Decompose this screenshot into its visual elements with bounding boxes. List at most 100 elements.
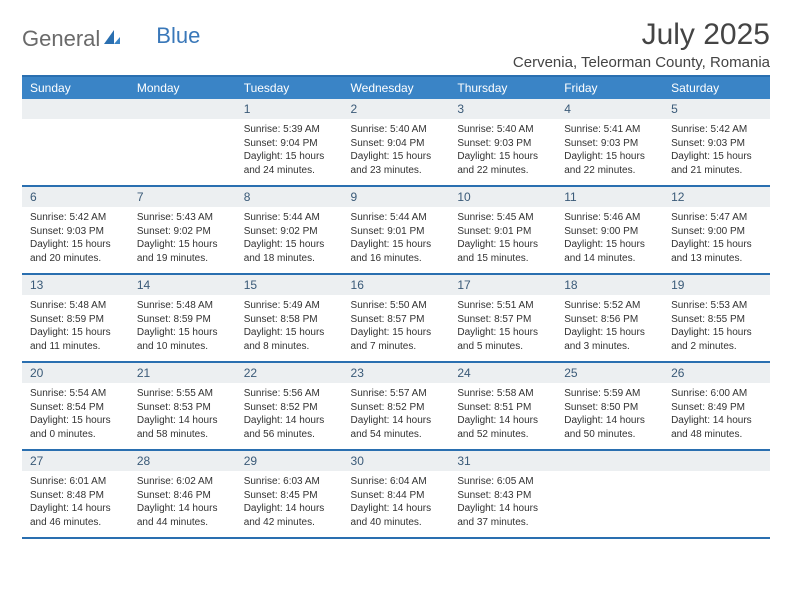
day-body: Sunrise: 5:39 AMSunset: 9:04 PMDaylight:…	[236, 119, 343, 185]
day-cell: Sunrise: 5:42 AMSunset: 9:03 PMDaylight:…	[663, 119, 770, 186]
day-number-cell: 3	[449, 99, 556, 119]
day-cell: Sunrise: 6:04 AMSunset: 8:44 PMDaylight:…	[343, 471, 450, 538]
header: General Blue July 2025 Cervenia, Teleorm…	[22, 18, 770, 71]
day-cell: Sunrise: 5:45 AMSunset: 9:01 PMDaylight:…	[449, 207, 556, 274]
sunset-text: Sunset: 8:45 PM	[244, 489, 337, 503]
day-number: 31	[449, 451, 556, 471]
day-cell: Sunrise: 6:00 AMSunset: 8:49 PMDaylight:…	[663, 383, 770, 450]
day-number: 27	[22, 451, 129, 471]
day-body	[663, 471, 770, 531]
day-cell: Sunrise: 6:01 AMSunset: 8:48 PMDaylight:…	[22, 471, 129, 538]
sunset-text: Sunset: 8:44 PM	[351, 489, 444, 503]
daylight-text: Daylight: 15 hours and 15 minutes.	[457, 238, 550, 265]
sunrise-text: Sunrise: 5:52 AM	[564, 299, 657, 313]
day-body: Sunrise: 5:48 AMSunset: 8:59 PMDaylight:…	[22, 295, 129, 361]
day-cell: Sunrise: 5:47 AMSunset: 9:00 PMDaylight:…	[663, 207, 770, 274]
day-body: Sunrise: 5:42 AMSunset: 9:03 PMDaylight:…	[22, 207, 129, 273]
day-number-cell: 2	[343, 99, 450, 119]
day-number-cell	[22, 99, 129, 119]
day-number-cell: 31	[449, 450, 556, 471]
day-number: 17	[449, 275, 556, 295]
day-cell: Sunrise: 5:57 AMSunset: 8:52 PMDaylight:…	[343, 383, 450, 450]
day-number: 1	[236, 99, 343, 119]
sunrise-text: Sunrise: 5:59 AM	[564, 387, 657, 401]
day-number-row: 2728293031	[22, 450, 770, 471]
day-cell: Sunrise: 5:39 AMSunset: 9:04 PMDaylight:…	[236, 119, 343, 186]
day-cell: Sunrise: 5:59 AMSunset: 8:50 PMDaylight:…	[556, 383, 663, 450]
daylight-text: Daylight: 14 hours and 44 minutes.	[137, 502, 230, 529]
day-number: 12	[663, 187, 770, 207]
daylight-text: Daylight: 14 hours and 50 minutes.	[564, 414, 657, 441]
daylight-text: Daylight: 15 hours and 22 minutes.	[564, 150, 657, 177]
sunrise-text: Sunrise: 5:46 AM	[564, 211, 657, 225]
sunset-text: Sunset: 9:03 PM	[457, 137, 550, 151]
day-cell: Sunrise: 5:51 AMSunset: 8:57 PMDaylight:…	[449, 295, 556, 362]
daylight-text: Daylight: 15 hours and 19 minutes.	[137, 238, 230, 265]
sunset-text: Sunset: 8:46 PM	[137, 489, 230, 503]
sunset-text: Sunset: 8:58 PM	[244, 313, 337, 327]
day-number: 30	[343, 451, 450, 471]
day-body: Sunrise: 6:01 AMSunset: 8:48 PMDaylight:…	[22, 471, 129, 537]
weekday-header: Sunday	[22, 77, 129, 99]
day-body: Sunrise: 6:04 AMSunset: 8:44 PMDaylight:…	[343, 471, 450, 537]
day-body: Sunrise: 5:49 AMSunset: 8:58 PMDaylight:…	[236, 295, 343, 361]
sunset-text: Sunset: 9:03 PM	[671, 137, 764, 151]
week-row: Sunrise: 5:42 AMSunset: 9:03 PMDaylight:…	[22, 207, 770, 274]
day-number: 22	[236, 363, 343, 383]
daylight-text: Daylight: 14 hours and 40 minutes.	[351, 502, 444, 529]
day-body: Sunrise: 5:54 AMSunset: 8:54 PMDaylight:…	[22, 383, 129, 449]
day-cell: Sunrise: 5:46 AMSunset: 9:00 PMDaylight:…	[556, 207, 663, 274]
day-cell: Sunrise: 5:44 AMSunset: 9:01 PMDaylight:…	[343, 207, 450, 274]
day-number-cell: 10	[449, 186, 556, 207]
day-number-cell: 15	[236, 274, 343, 295]
day-number-cell: 22	[236, 362, 343, 383]
day-number: 13	[22, 275, 129, 295]
daylight-text: Daylight: 15 hours and 18 minutes.	[244, 238, 337, 265]
day-number: 15	[236, 275, 343, 295]
day-number-cell: 30	[343, 450, 450, 471]
day-body: Sunrise: 5:50 AMSunset: 8:57 PMDaylight:…	[343, 295, 450, 361]
day-number: 11	[556, 187, 663, 207]
logo: General Blue	[22, 18, 200, 52]
day-cell	[663, 471, 770, 538]
sunrise-text: Sunrise: 5:40 AM	[457, 123, 550, 137]
day-number: 20	[22, 363, 129, 383]
sunset-text: Sunset: 8:48 PM	[30, 489, 123, 503]
logo-text-general: General	[22, 26, 100, 52]
day-number	[129, 106, 236, 112]
day-cell: Sunrise: 6:05 AMSunset: 8:43 PMDaylight:…	[449, 471, 556, 538]
sunrise-text: Sunrise: 5:49 AM	[244, 299, 337, 313]
day-number: 29	[236, 451, 343, 471]
day-cell: Sunrise: 5:48 AMSunset: 8:59 PMDaylight:…	[22, 295, 129, 362]
daylight-text: Daylight: 15 hours and 14 minutes.	[564, 238, 657, 265]
sunrise-text: Sunrise: 5:55 AM	[137, 387, 230, 401]
day-number-cell	[129, 99, 236, 119]
sunrise-text: Sunrise: 5:47 AM	[671, 211, 764, 225]
daylight-text: Daylight: 14 hours and 58 minutes.	[137, 414, 230, 441]
logo-sail-icon	[102, 26, 122, 52]
sunset-text: Sunset: 8:49 PM	[671, 401, 764, 415]
sunset-text: Sunset: 9:02 PM	[244, 225, 337, 239]
day-number: 24	[449, 363, 556, 383]
day-cell: Sunrise: 5:52 AMSunset: 8:56 PMDaylight:…	[556, 295, 663, 362]
day-number: 16	[343, 275, 450, 295]
day-cell: Sunrise: 5:50 AMSunset: 8:57 PMDaylight:…	[343, 295, 450, 362]
day-number-row: 13141516171819	[22, 274, 770, 295]
sunset-text: Sunset: 9:01 PM	[351, 225, 444, 239]
sunrise-text: Sunrise: 6:04 AM	[351, 475, 444, 489]
sunrise-text: Sunrise: 5:57 AM	[351, 387, 444, 401]
day-cell: Sunrise: 5:48 AMSunset: 8:59 PMDaylight:…	[129, 295, 236, 362]
day-number-row: 20212223242526	[22, 362, 770, 383]
day-number-cell: 25	[556, 362, 663, 383]
day-number: 2	[343, 99, 450, 119]
day-number-cell: 14	[129, 274, 236, 295]
day-number: 28	[129, 451, 236, 471]
day-body: Sunrise: 5:42 AMSunset: 9:03 PMDaylight:…	[663, 119, 770, 185]
sunrise-text: Sunrise: 5:48 AM	[137, 299, 230, 313]
day-body: Sunrise: 5:44 AMSunset: 9:02 PMDaylight:…	[236, 207, 343, 273]
day-number-cell: 16	[343, 274, 450, 295]
day-cell: Sunrise: 5:58 AMSunset: 8:51 PMDaylight:…	[449, 383, 556, 450]
day-number-cell	[663, 450, 770, 471]
sunrise-text: Sunrise: 5:53 AM	[671, 299, 764, 313]
sunrise-text: Sunrise: 5:45 AM	[457, 211, 550, 225]
